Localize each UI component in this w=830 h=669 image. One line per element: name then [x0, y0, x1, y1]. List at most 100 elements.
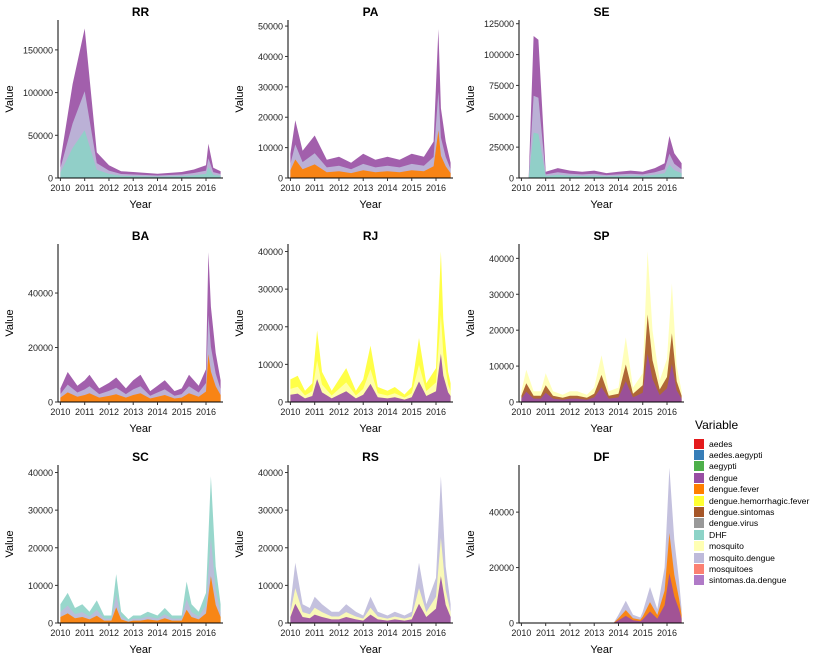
legend-swatch: [694, 450, 704, 461]
x-tick-label: 2016: [426, 407, 446, 417]
legend-label: sintomas.da.dengue: [709, 575, 787, 586]
y-tick-label: 10000: [258, 143, 283, 153]
legend-label: aedes: [709, 438, 733, 449]
y-axis-label: Value: [234, 85, 246, 112]
facet-title: SP: [593, 229, 609, 243]
x-tick-label: 2011: [75, 183, 94, 193]
y-tick-label: 50000: [28, 131, 53, 141]
legend-swatch: [694, 529, 704, 540]
x-tick-label: 2014: [147, 407, 167, 417]
x-tick-label: 2011: [305, 407, 324, 417]
x-tick-label: 2015: [172, 628, 192, 638]
x-tick-label: 2010: [50, 628, 70, 638]
legend-label: mosquito: [709, 541, 744, 552]
y-axis-label: Value: [234, 309, 246, 336]
legend-label: dengue.hemorrhagic.fever: [709, 495, 810, 506]
x-tick-label: 2012: [329, 628, 349, 638]
facet-ba: 0 20000 40000 2010 2011 2012 2013 2014 2015 2016 B…: [4, 229, 223, 435]
y-tick-label: 0: [278, 174, 283, 184]
x-tick-label: 2016: [657, 183, 677, 193]
facet-rr: 0 50000 100000 150000 2010 2011 2012 2013 2014 20…: [4, 5, 223, 211]
facet-pa: 0 10000 20000 30000 40000 50000 2010 2011 2012 20…: [234, 5, 453, 211]
y-tick-label: 150000: [23, 45, 53, 55]
x-axis-label: Year: [129, 423, 152, 435]
x-tick-label: 2013: [584, 407, 604, 417]
legend-items: aedes aedes.aegypti aegypti dengue dengue.fe…: [694, 438, 809, 586]
legend-item: mosquitoes: [694, 563, 809, 574]
legend-label: dengue.virus: [709, 518, 759, 529]
y-tick-label: 30000: [489, 290, 514, 300]
x-axis-label: Year: [359, 644, 382, 656]
x-tick-label: 2014: [608, 628, 628, 638]
legend-label: dengue: [709, 472, 738, 483]
x-tick-label: 2011: [536, 628, 555, 638]
y-tick-label: 10000: [489, 362, 514, 372]
y-tick-label: 40000: [258, 52, 283, 62]
x-tick-label: 2015: [172, 183, 192, 193]
area-series-dengue: [521, 353, 682, 402]
area-series-dengue: [521, 36, 682, 178]
x-tick-label: 2010: [280, 183, 300, 193]
y-tick-label: 40000: [489, 254, 514, 264]
legend-swatch: [694, 438, 704, 449]
x-tick-label: 2013: [353, 628, 373, 638]
facet-title: BA: [132, 229, 150, 243]
x-axis-label: Year: [129, 199, 152, 211]
facet-title: SE: [593, 5, 609, 19]
legend-item: dengue.sintomas: [694, 506, 809, 518]
x-tick-label: 2012: [560, 407, 580, 417]
x-tick-label: 2012: [99, 183, 119, 193]
x-tick-label: 2010: [280, 407, 300, 417]
x-tick-label: 2011: [305, 628, 324, 638]
legend-swatch: [694, 484, 704, 495]
x-tick-label: 2016: [426, 183, 446, 193]
x-tick-label: 2010: [511, 183, 531, 193]
y-tick-label: 40000: [28, 289, 53, 299]
y-tick-label: 0: [278, 398, 283, 408]
y-tick-label: 20000: [28, 543, 53, 553]
y-tick-label: 20000: [489, 563, 514, 573]
legend-item: dengue.fever: [694, 484, 809, 495]
legend-label: dengue.fever: [709, 484, 760, 495]
x-tick-label: 2014: [147, 628, 167, 638]
x-tick-label: 2012: [560, 628, 580, 638]
legend-label: mosquito.dengue: [709, 552, 775, 563]
x-tick-label: 2013: [123, 183, 143, 193]
facet-title: RJ: [363, 229, 378, 243]
legend-swatch: [694, 541, 704, 552]
legend-label: dengue.sintomas: [709, 507, 775, 518]
x-axis-label: Year: [590, 644, 613, 656]
x-tick-label: 2013: [123, 407, 143, 417]
x-tick-label: 2016: [657, 407, 677, 417]
x-tick-label: 2015: [633, 407, 653, 417]
x-tick-label: 2010: [511, 407, 531, 417]
y-tick-label: 0: [48, 398, 53, 408]
x-tick-label: 2015: [633, 183, 653, 193]
legend-swatch: [694, 575, 704, 586]
y-tick-label: 0: [48, 619, 53, 629]
facet-df: 0 20000 40000 2010 2011 2012 2013 2014 2015 2016 D…: [465, 450, 684, 656]
y-tick-label: 0: [278, 619, 283, 629]
y-tick-label: 10000: [258, 581, 283, 591]
legend-label: mosquitoes: [709, 563, 753, 574]
x-tick-label: 2013: [353, 183, 373, 193]
area-series-mosquito-dengue: [290, 476, 451, 623]
y-axis-label: Value: [234, 530, 246, 557]
x-tick-label: 2012: [329, 183, 349, 193]
y-tick-label: 0: [509, 619, 514, 629]
y-tick-label: 30000: [258, 506, 283, 516]
x-tick-label: 2016: [196, 628, 216, 638]
y-tick-label: 20000: [258, 543, 283, 553]
legend-item: dengue: [694, 472, 809, 483]
facet-rj: 0 10000 20000 30000 40000 2010 2011 2012 2013 201…: [234, 229, 453, 435]
x-tick-label: 2011: [305, 183, 324, 193]
legend-swatch: [694, 563, 704, 574]
y-tick-label: 75000: [489, 81, 514, 91]
area-series-dengue-fever: [60, 576, 221, 623]
x-tick-label: 2013: [353, 407, 373, 417]
legend-swatch: [694, 518, 704, 529]
facet-title: SC: [132, 450, 149, 464]
y-tick-label: 40000: [258, 247, 283, 257]
y-axis-label: Value: [4, 309, 16, 336]
